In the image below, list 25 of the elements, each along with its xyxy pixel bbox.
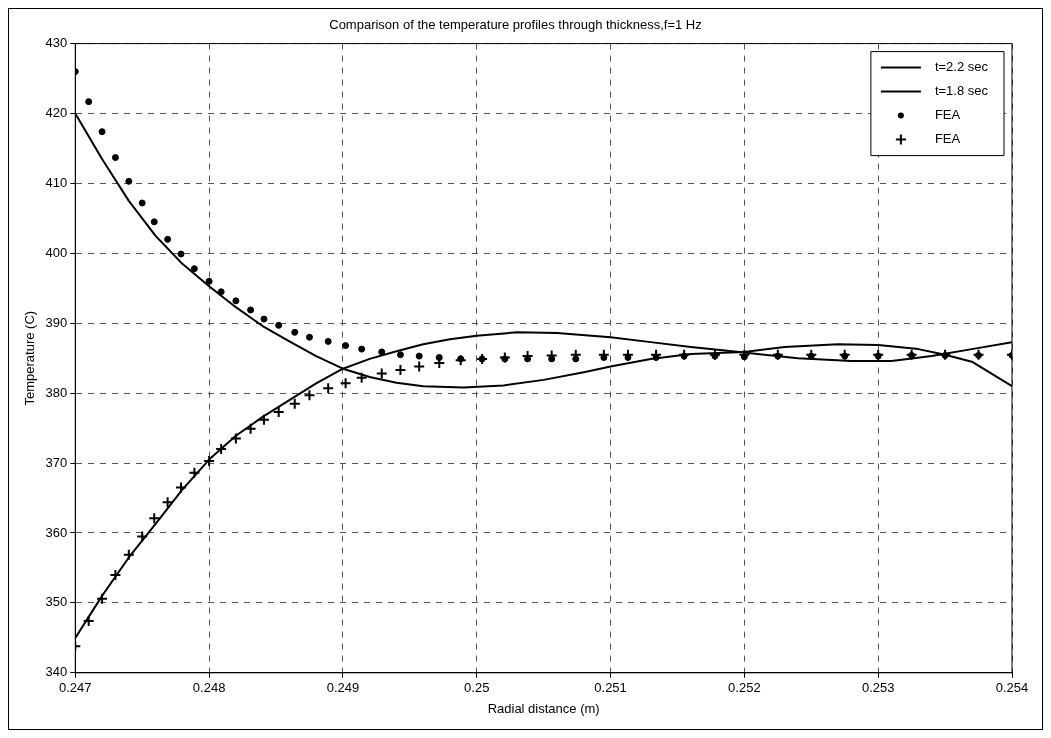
x-tick-label: 0.254 <box>995 680 1029 696</box>
x-tick-label: 0.253 <box>861 680 895 696</box>
y-tick-label: 430 <box>45 35 68 51</box>
y-tick-label: 370 <box>45 454 68 470</box>
legend-label: FEA <box>934 107 961 123</box>
y-tick-label: 360 <box>45 524 68 540</box>
y-tick-label: 420 <box>45 105 68 121</box>
y-axis-title: Temperature (C) <box>22 310 38 406</box>
y-tick-label: 400 <box>45 244 68 260</box>
x-tick-label: 0.247 <box>59 680 92 696</box>
x-tick-label: 0.25 <box>464 680 490 696</box>
y-tick-label: 350 <box>45 594 68 610</box>
y-tick-label: 380 <box>45 384 68 400</box>
y-tick-label: 390 <box>45 314 68 330</box>
legend-label: FEA <box>934 131 961 147</box>
chart-title: Comparison of the temperature profiles through thickness,f=1 Hz <box>329 17 702 33</box>
y-tick-label: 340 <box>45 664 68 680</box>
x-tick-label: 0.249 <box>326 680 360 696</box>
y-tick-label: 410 <box>45 175 68 190</box>
legend-label: t=1.8 sec <box>934 83 989 99</box>
x-tick-label: 0.248 <box>192 680 226 696</box>
x-axis-title: Radial distance (m) <box>487 700 600 716</box>
x-tick-label: 0.252 <box>728 680 761 696</box>
x-tick-label: 0.251 <box>594 680 627 696</box>
legend-label: t=2.2 sec <box>934 59 989 75</box>
